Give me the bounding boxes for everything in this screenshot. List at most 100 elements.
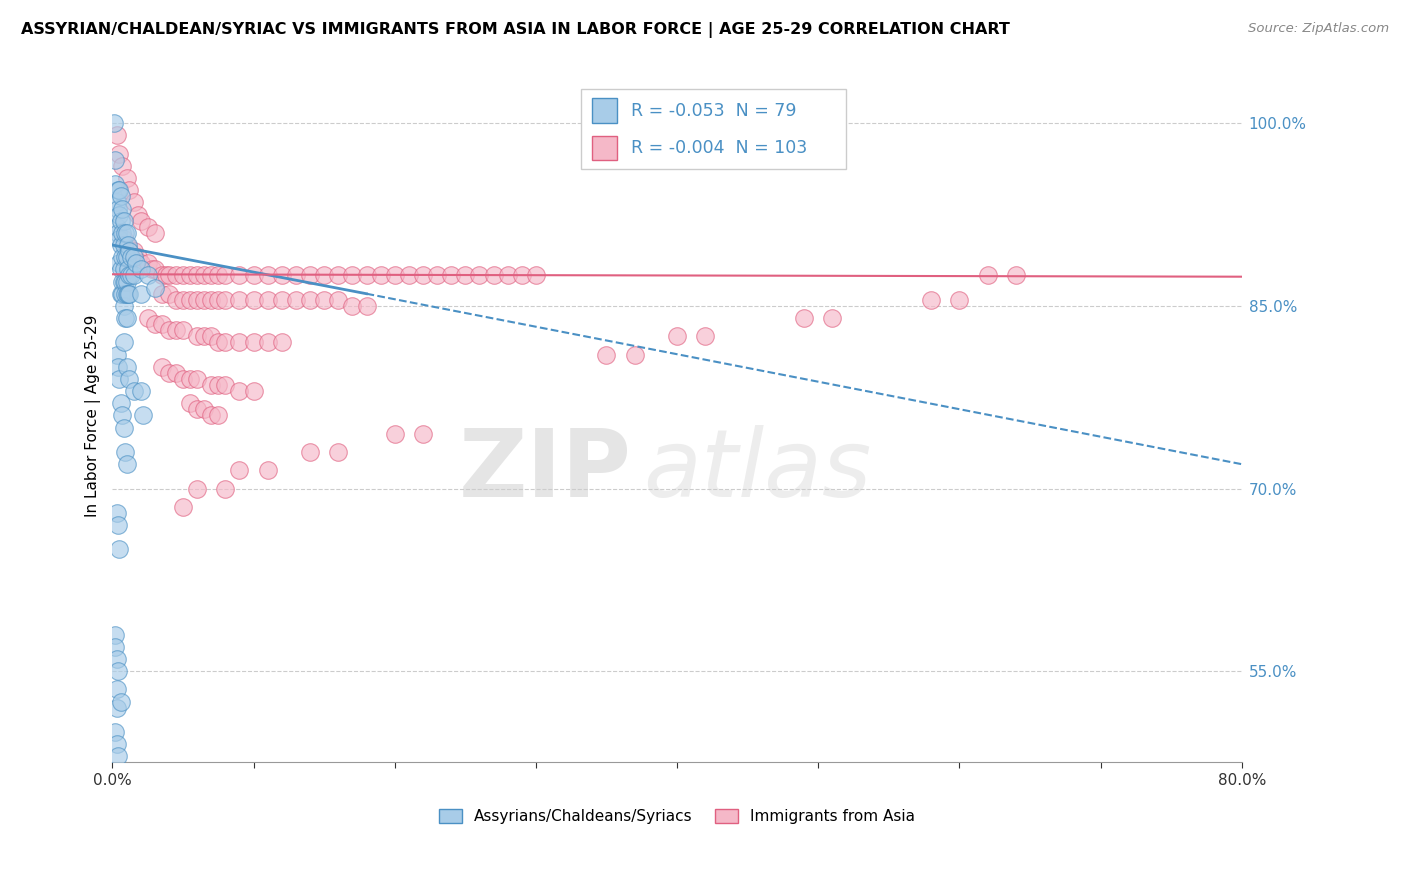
Point [200, 409, 222, 423]
Point [115, 359, 138, 374]
Point [200, 268, 222, 283]
Point [114, 286, 136, 301]
Text: R = -0.053  N = 79: R = -0.053 N = 79 [631, 102, 796, 120]
Point [110, 695, 132, 709]
Point [118, 372, 141, 386]
Point [186, 402, 208, 417]
Point [314, 268, 336, 283]
Point [193, 329, 215, 343]
Point [157, 323, 180, 337]
Point [112, 213, 135, 227]
Point [172, 268, 194, 283]
Point [105, 219, 128, 234]
Point [129, 213, 152, 227]
Point [299, 293, 322, 307]
Point [118, 244, 141, 259]
Point [179, 268, 201, 283]
Point [110, 238, 132, 252]
Point [107, 202, 129, 216]
Point [299, 268, 322, 283]
Point [157, 268, 180, 283]
Point [193, 268, 215, 283]
FancyBboxPatch shape [592, 136, 617, 161]
Point [179, 372, 201, 386]
Point [270, 335, 292, 350]
Point [122, 384, 145, 398]
Point [122, 244, 145, 259]
Point [111, 202, 134, 216]
Point [299, 445, 322, 459]
Point [108, 208, 131, 222]
Point [284, 268, 307, 283]
Point [129, 286, 152, 301]
Point [356, 268, 378, 283]
FancyBboxPatch shape [581, 89, 846, 169]
Point [143, 262, 166, 277]
Point [114, 250, 136, 264]
Point [666, 329, 689, 343]
Point [127, 250, 149, 264]
Point [948, 293, 970, 307]
Text: ASSYRIAN/CHALDEAN/SYRIAC VS IMMIGRANTS FROM ASIA IN LABOR FORCE | AGE 25-29 CORR: ASSYRIAN/CHALDEAN/SYRIAC VS IMMIGRANTS F… [21, 22, 1010, 38]
Y-axis label: In Labor Force | Age 25-29: In Labor Force | Age 25-29 [86, 314, 101, 516]
Point [200, 293, 222, 307]
Point [127, 208, 149, 222]
Point [120, 250, 142, 264]
Point [111, 286, 134, 301]
Point [356, 299, 378, 313]
Point [150, 268, 173, 283]
Point [207, 409, 229, 423]
Point [228, 384, 250, 398]
Point [112, 232, 135, 246]
Point [328, 293, 350, 307]
Point [107, 359, 129, 374]
Point [256, 293, 278, 307]
Point [186, 268, 208, 283]
Point [242, 335, 264, 350]
Point [105, 128, 128, 143]
Point [157, 366, 180, 380]
Point [214, 482, 236, 496]
Point [193, 293, 215, 307]
Point [120, 268, 142, 283]
Point [118, 268, 141, 283]
Point [132, 409, 155, 423]
Point [595, 348, 617, 362]
Point [105, 700, 128, 714]
Point [482, 268, 505, 283]
Point [496, 268, 519, 283]
Point [129, 262, 152, 277]
Point [468, 268, 491, 283]
Point [111, 250, 134, 264]
Point [110, 396, 132, 410]
Point [454, 268, 477, 283]
Point [108, 256, 131, 270]
Point [1005, 268, 1028, 283]
Point [228, 293, 250, 307]
Legend: Assyrians/Chaldeans/Syriacs, Immigrants from Asia: Assyrians/Chaldeans/Syriacs, Immigrants … [439, 809, 915, 824]
Point [821, 311, 844, 326]
Point [179, 293, 201, 307]
Point [207, 378, 229, 392]
Point [412, 426, 434, 441]
Point [136, 268, 159, 283]
Point [122, 250, 145, 264]
Point [115, 286, 138, 301]
Point [108, 542, 131, 557]
Point [114, 311, 136, 326]
Point [122, 268, 145, 283]
Point [328, 445, 350, 459]
Point [284, 293, 307, 307]
Point [104, 640, 127, 654]
Point [328, 268, 350, 283]
Point [104, 627, 127, 641]
Point [214, 293, 236, 307]
Point [115, 238, 138, 252]
Point [342, 299, 364, 313]
Point [118, 286, 141, 301]
Point [270, 268, 292, 283]
Point [108, 146, 131, 161]
Point [108, 232, 131, 246]
Point [115, 275, 138, 289]
Point [112, 299, 135, 313]
